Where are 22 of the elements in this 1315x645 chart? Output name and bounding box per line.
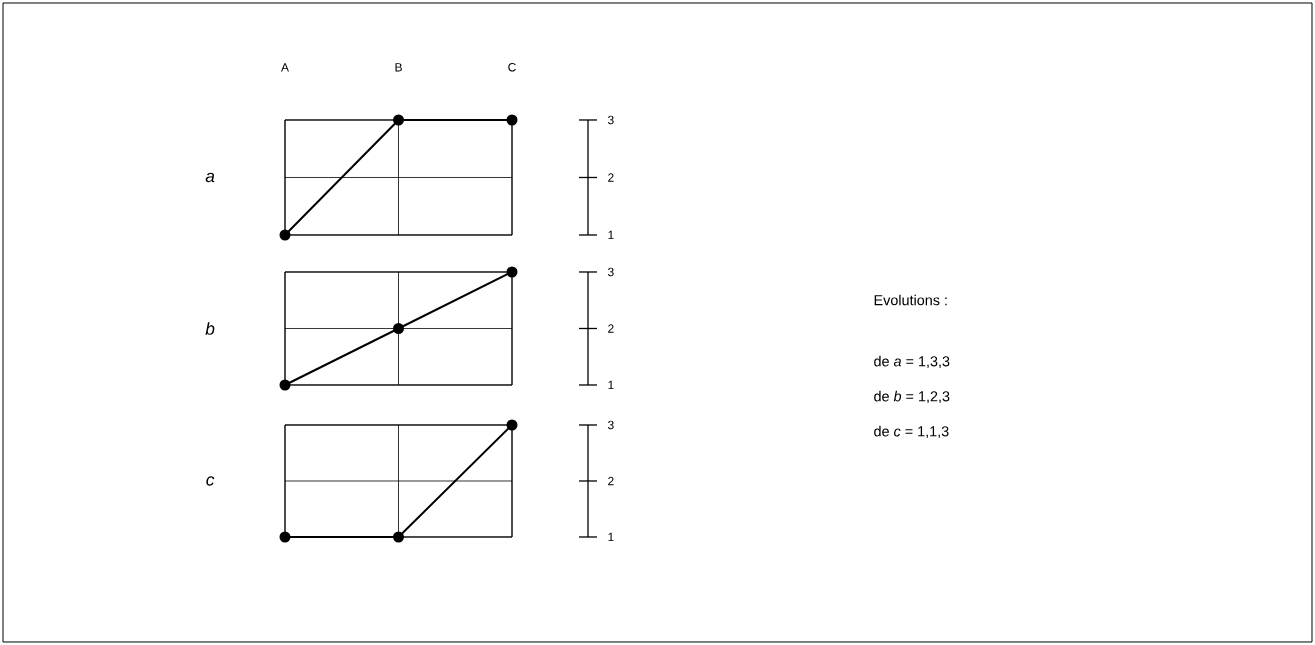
y-tick-label: 2 xyxy=(608,173,614,182)
point xyxy=(279,379,291,391)
y-tick-label: 2 xyxy=(608,476,614,486)
y-tick-label: 1 xyxy=(608,532,614,542)
point xyxy=(393,322,405,334)
y-tick-label: 3 xyxy=(607,267,614,277)
y-axis-title: c xyxy=(206,476,215,486)
x-tick-label: C xyxy=(508,62,516,72)
text: de a = 1,3,3 xyxy=(874,355,950,369)
y-tick-label: 3 xyxy=(607,115,614,125)
y-tick-label: 1 xyxy=(608,380,614,390)
y-tick-label: 3 xyxy=(607,420,614,430)
y-tick-label: 1 xyxy=(608,230,614,240)
text: Evolutions : xyxy=(874,294,947,306)
y-axis-title: a xyxy=(205,172,215,183)
y-axis-title: b xyxy=(205,322,215,335)
point xyxy=(506,266,518,278)
y-tick-label: 2 xyxy=(608,324,614,333)
text: de b = 1,2,3 xyxy=(874,390,950,404)
x-tick-label: B xyxy=(395,63,402,72)
text: de c = 1,1,3 xyxy=(874,425,949,439)
x-tick-label: A xyxy=(281,63,289,72)
